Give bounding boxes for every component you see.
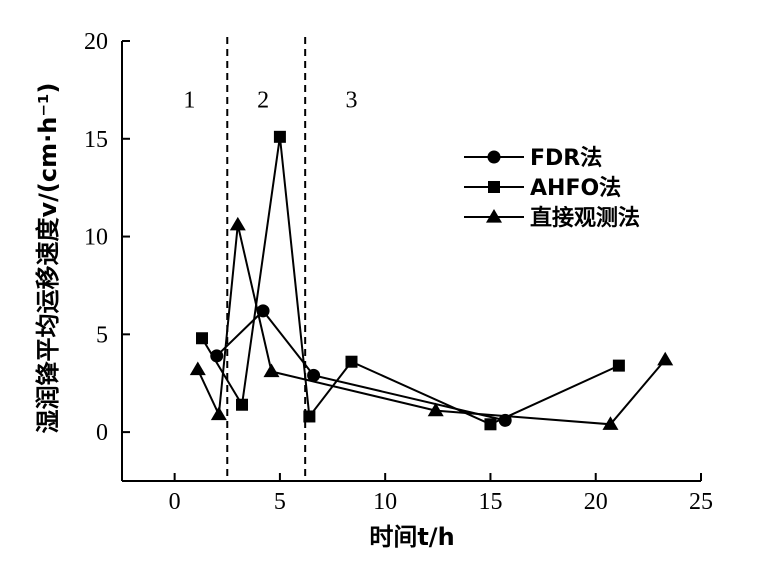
data-point (256, 304, 270, 318)
series-triangle (189, 216, 674, 430)
axes: 0 5 10 15 20 25 0 5 10 15 20 (84, 29, 713, 515)
legend-label: FDR法 (530, 146, 602, 171)
data-point (263, 363, 280, 378)
data-point (487, 150, 501, 164)
data-point (484, 418, 497, 431)
legend-label: AHFO法 (530, 176, 621, 201)
data-point (210, 406, 227, 421)
data-point (189, 361, 206, 376)
region-dividers (226, 37, 307, 481)
legend-entry: FDR法 (464, 146, 602, 171)
series-square (196, 130, 625, 431)
series-line (216, 309, 506, 422)
y-tick-label: 10 (84, 225, 108, 251)
region-label: 3 (345, 87, 357, 113)
data-point (602, 416, 619, 430)
data-point (612, 359, 625, 372)
data-point (657, 351, 674, 366)
legend-entry: 直接观测法 (464, 205, 640, 231)
data-point (486, 209, 502, 223)
x-tick-label: 0 (169, 489, 181, 515)
data-point (273, 130, 286, 143)
data-point (427, 402, 444, 417)
data-point (488, 181, 500, 193)
x-tick-label: 25 (689, 489, 713, 515)
x-tick-label: 15 (478, 489, 502, 515)
region-label: 1 (183, 87, 195, 113)
data-point (345, 355, 358, 368)
y-tick-label: 20 (84, 29, 108, 55)
data-point (307, 368, 321, 382)
y-tick-label: 0 (96, 420, 108, 446)
y-tick-label: 5 (96, 322, 108, 348)
data-point (196, 332, 209, 345)
x-tick-label: 10 (373, 489, 397, 515)
region-label: 2 (257, 87, 269, 113)
legend-label: 直接观测法 (530, 205, 640, 231)
series-line (196, 224, 666, 426)
data-point (236, 398, 249, 411)
region-labels: 1 2 3 (183, 87, 357, 113)
y-tick-label: 15 (84, 127, 108, 153)
x-axis-title: 时间t/h (369, 523, 454, 551)
x-tick-label: 20 (584, 489, 608, 515)
legend-entry: AHFO法 (464, 176, 621, 201)
series-group (189, 130, 674, 431)
y-axis-title: 湿润锋平均运移速度v/(cm·h⁻¹) (34, 83, 62, 434)
data-point (303, 410, 316, 423)
x-tick-label: 5 (274, 489, 286, 515)
data-point (229, 216, 246, 231)
